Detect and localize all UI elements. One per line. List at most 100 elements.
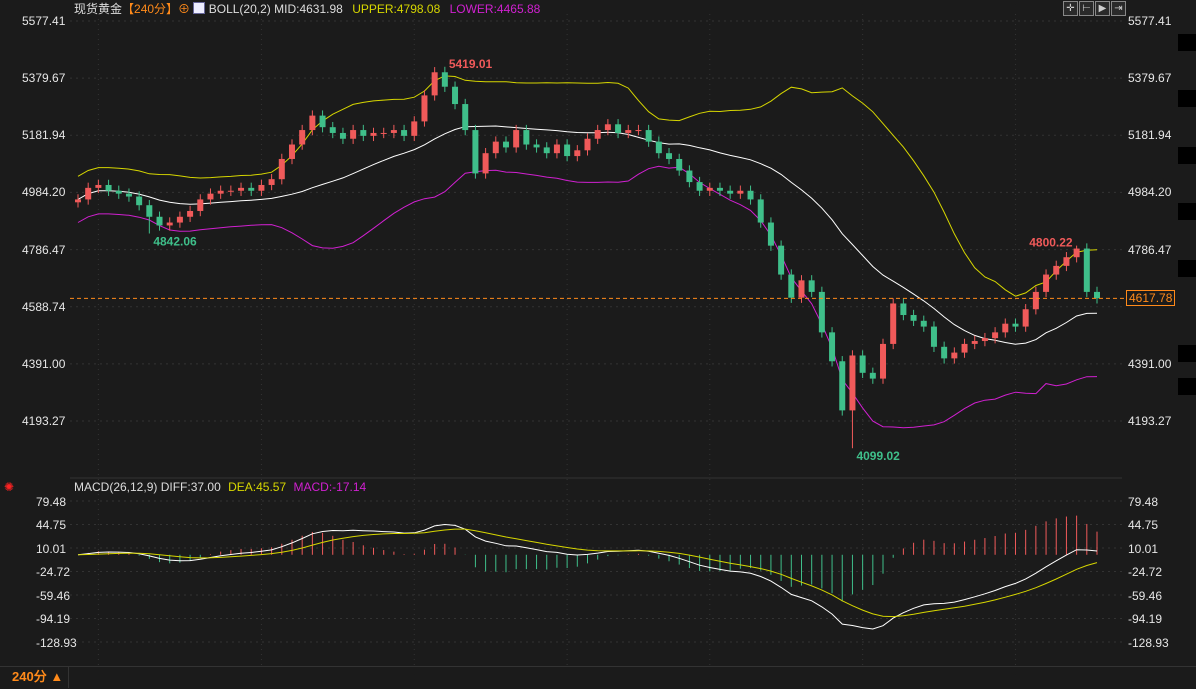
period-selector-label[interactable]: 240分: [12, 669, 47, 684]
side-block: [1178, 34, 1196, 51]
candle-body: [268, 179, 275, 185]
candle-body: [920, 320, 927, 327]
candle-body: [849, 355, 856, 411]
candle-body: [492, 141, 499, 154]
macd-diff: DIFF:37.00: [160, 480, 221, 494]
price-axis-label-left: 4193.27: [22, 414, 66, 428]
candle-body: [808, 280, 815, 292]
price-axis-label-right: 5577.41: [1128, 14, 1172, 28]
candle-body: [859, 355, 866, 373]
candle-body: [482, 153, 489, 174]
candle-body: [441, 72, 448, 87]
crosshair-tool-icon[interactable]: ✛: [1063, 1, 1078, 16]
candle-body: [309, 115, 316, 131]
play-icon[interactable]: ▶: [1095, 1, 1110, 16]
candle-body: [961, 343, 968, 353]
candle-body: [1063, 257, 1070, 266]
candle-body: [992, 332, 999, 339]
triangle-up-icon[interactable]: ▲: [50, 669, 64, 684]
price-axis-label-left: 4588.74: [22, 299, 66, 314]
candle-body: [431, 72, 438, 96]
candle-body: [737, 190, 744, 194]
candle-body: [635, 130, 642, 132]
period-selector[interactable]: 240分 ▲: [12, 670, 63, 684]
candle-body: [767, 222, 774, 246]
macd-axis-label-right: -59.46: [1128, 589, 1163, 603]
candle-body: [839, 361, 846, 411]
price-annotation: 4099.02: [856, 449, 900, 463]
candle-body: [197, 199, 204, 211]
candle-body: [390, 130, 397, 133]
candle-body: [941, 346, 948, 359]
macd-header: MACD(26,12,9) DIFF:37.00 DEA:45.57 MACD:…: [74, 480, 366, 494]
candle-body: [339, 132, 346, 139]
macd-axis-label-left: -94.19: [36, 612, 71, 627]
price-annotation: 5419.01: [449, 57, 493, 71]
candle-body: [1053, 265, 1060, 275]
candle-body: [971, 341, 978, 344]
macd-axis-label-right: -24.72: [1128, 565, 1163, 580]
macd-axis-label-left: 44.75: [36, 518, 67, 533]
candle-body: [1094, 291, 1100, 299]
macd-axis-label-left: 79.48: [36, 495, 67, 509]
indicator-icon[interactable]: [193, 2, 206, 14]
candle-body: [217, 190, 224, 194]
side-block: [1178, 260, 1196, 277]
price-axis-label-right: 5379.67: [1128, 71, 1172, 86]
indicator-name[interactable]: BOLL(20,2): [208, 2, 271, 16]
candle-body: [85, 187, 92, 200]
price-axis-label-left: 4786.47: [22, 242, 66, 257]
price-axis-label-right: 4193.27: [1128, 414, 1172, 428]
boll-mid: MID:4631.98: [274, 2, 343, 16]
price-axis-label-right: 5181.94: [1128, 128, 1172, 143]
candle-body: [584, 138, 591, 151]
candle-body: [543, 147, 550, 154]
candle-body: [604, 124, 611, 131]
candle-body: [798, 280, 805, 298]
candle-body: [156, 216, 163, 226]
candle-body: [757, 199, 764, 223]
candle-body: [1002, 323, 1009, 333]
macd-settings-icon[interactable]: ✺: [4, 480, 15, 494]
price-axis-label-left: 5379.67: [22, 71, 66, 86]
candle-body: [227, 190, 234, 192]
candle-body: [452, 86, 459, 105]
macd-axis-label-right: 79.48: [1128, 495, 1159, 509]
candle-body: [655, 141, 662, 154]
candle-body: [625, 130, 632, 133]
candle-body: [411, 121, 418, 136]
time-axis-bar: [0, 666, 1196, 689]
period-label[interactable]: 【240分】: [122, 2, 179, 16]
candle-body: [981, 338, 988, 342]
crosshair-add-icon[interactable]: ⊕: [178, 2, 194, 16]
candle-body: [176, 216, 183, 223]
zoom-range-icon[interactable]: ⊢: [1079, 1, 1094, 16]
macd-dea-line: [77, 528, 1098, 618]
candle-body: [747, 190, 754, 200]
macd-name[interactable]: MACD(26,12,9): [74, 480, 158, 494]
candle-body: [951, 352, 958, 359]
macd-axis-label-left: -128.93: [36, 636, 77, 650]
macd-axis-label-right: -94.19: [1128, 612, 1163, 627]
candle-body: [1073, 248, 1080, 258]
candle-body: [564, 144, 571, 157]
candle-body: [421, 95, 428, 122]
price-axis-label-left: 4391.00: [22, 356, 66, 371]
candle-body: [350, 130, 357, 139]
candle-body: [95, 184, 102, 188]
candle-body: [553, 144, 560, 154]
candle-body: [258, 184, 265, 191]
candle-body: [533, 144, 540, 148]
candle-body: [75, 199, 81, 203]
macd-value: MACD:-17.14: [293, 480, 367, 494]
candle-body: [513, 130, 520, 148]
side-block: [1178, 378, 1196, 395]
price-axis-label-left: 4984.20: [22, 185, 66, 200]
candle-body: [716, 187, 723, 191]
scroll-right-icon[interactable]: ⇥: [1111, 1, 1126, 16]
candle-body: [829, 332, 836, 362]
candle-body: [666, 153, 673, 159]
macd-dea: DEA:45.57: [228, 480, 287, 494]
candle-body: [187, 210, 194, 217]
